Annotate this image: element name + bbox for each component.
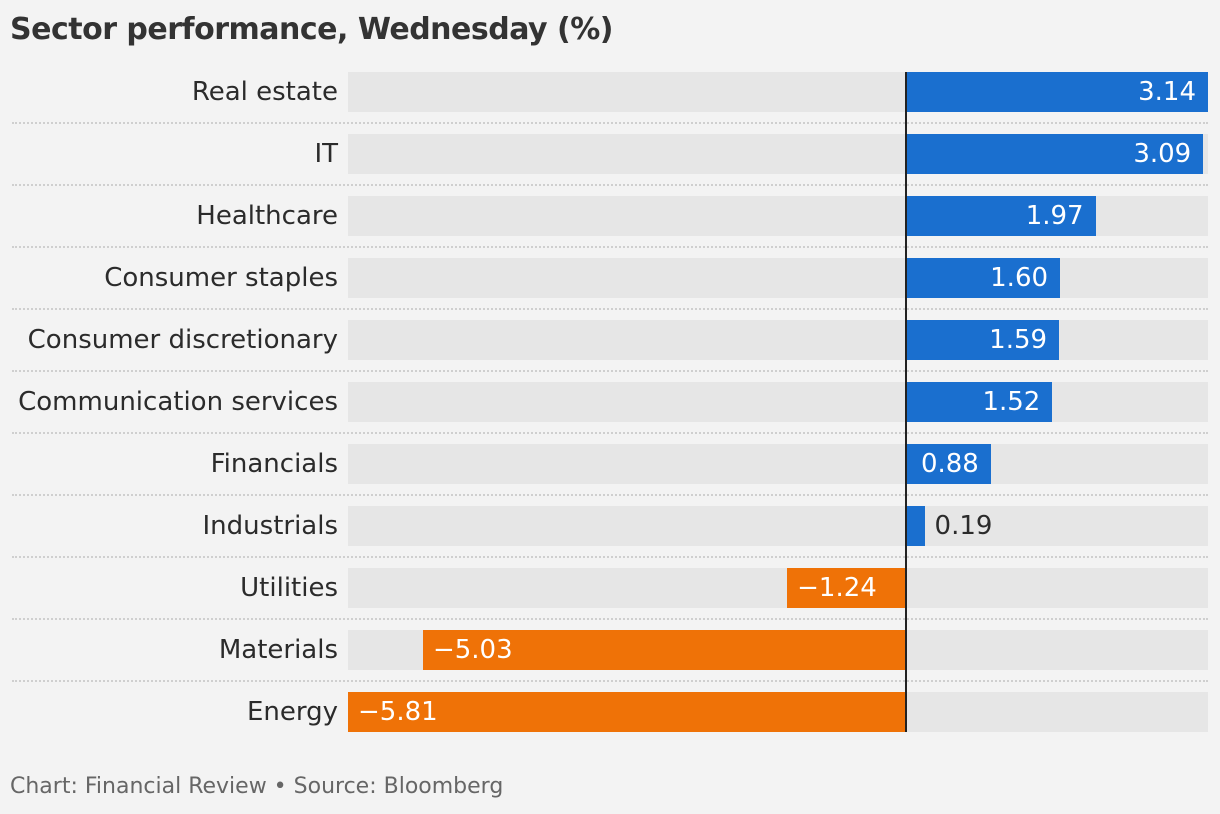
category-label: Industrials: [202, 511, 338, 541]
value-label: 0.19: [934, 511, 993, 541]
value-label: 1.52: [982, 387, 1041, 417]
category-label: Financials: [210, 449, 338, 479]
bar: [787, 568, 907, 608]
category-label: Materials: [218, 635, 338, 665]
category-label: Healthcare: [196, 201, 338, 231]
category-label: Communication services: [18, 387, 338, 417]
bar: [906, 382, 1053, 422]
category-label: Consumer staples: [104, 263, 338, 293]
bar: [422, 630, 907, 670]
bar: [348, 692, 907, 732]
row-track: [348, 444, 1208, 484]
value-label: 0.88: [920, 449, 979, 479]
value-label: 1.97: [1025, 201, 1084, 231]
bar: [906, 72, 1208, 112]
category-label: IT: [314, 139, 338, 169]
value-label: −5.03: [432, 635, 513, 665]
bar: [906, 196, 1096, 236]
row-separator: [12, 680, 1208, 682]
bar: [906, 134, 1204, 174]
row-track: [348, 506, 1208, 546]
zero-axis-line: [905, 72, 908, 732]
value-label: 3.09: [1133, 139, 1192, 169]
bar: [906, 444, 991, 484]
row-track: [348, 568, 1208, 608]
row-separator: [12, 618, 1208, 620]
row-separator: [12, 556, 1208, 558]
value-label: 1.60: [990, 263, 1049, 293]
bar: [906, 320, 1060, 360]
category-label: Energy: [246, 697, 338, 727]
bar: [906, 506, 925, 546]
row-track: [348, 382, 1208, 422]
row-separator: [12, 246, 1208, 248]
row-separator: [12, 184, 1208, 186]
chart-footer: Chart: Financial Review • Source: Bloomb…: [10, 774, 504, 799]
row-track: [348, 258, 1208, 298]
row-separator: [12, 370, 1208, 372]
value-label: −5.81: [358, 697, 438, 727]
chart-title: Sector performance, Wednesday (%): [10, 12, 614, 47]
category-label: Consumer discretionary: [27, 325, 338, 355]
bar: [906, 258, 1060, 298]
category-label: Utilities: [240, 573, 338, 603]
row-separator: [12, 494, 1208, 496]
value-label: 3.14: [1138, 77, 1196, 107]
category-label: Real estate: [191, 77, 338, 107]
value-label: −1.24: [797, 573, 877, 603]
row-track: [348, 320, 1208, 360]
row-separator: [12, 308, 1208, 310]
value-label: 1.59: [989, 325, 1048, 355]
row-separator: [12, 122, 1208, 124]
row-separator: [12, 432, 1208, 434]
